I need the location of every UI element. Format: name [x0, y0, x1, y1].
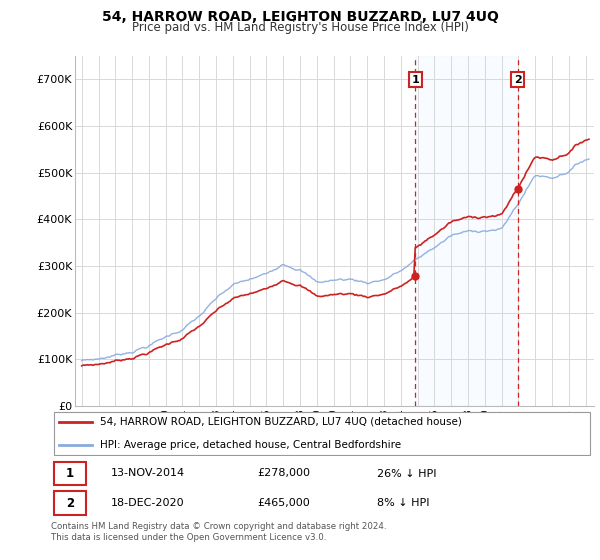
- Text: 2: 2: [66, 497, 74, 510]
- Text: 54, HARROW ROAD, LEIGHTON BUZZARD, LU7 4UQ: 54, HARROW ROAD, LEIGHTON BUZZARD, LU7 4…: [101, 10, 499, 24]
- Text: Contains HM Land Registry data © Crown copyright and database right 2024.
This d: Contains HM Land Registry data © Crown c…: [51, 522, 386, 542]
- Bar: [415, 56, 518, 406]
- Text: Price paid vs. HM Land Registry's House Price Index (HPI): Price paid vs. HM Land Registry's House …: [131, 21, 469, 34]
- Text: 26% ↓ HPI: 26% ↓ HPI: [377, 469, 436, 478]
- FancyBboxPatch shape: [54, 462, 86, 485]
- Text: £278,000: £278,000: [257, 469, 310, 478]
- Text: 13-NOV-2014: 13-NOV-2014: [111, 469, 185, 478]
- Text: 1: 1: [412, 74, 419, 85]
- Text: 8% ↓ HPI: 8% ↓ HPI: [377, 498, 430, 508]
- FancyBboxPatch shape: [54, 491, 86, 515]
- Text: HPI: Average price, detached house, Central Bedfordshire: HPI: Average price, detached house, Cent…: [100, 440, 401, 450]
- Text: 18-DEC-2020: 18-DEC-2020: [111, 498, 184, 508]
- FancyBboxPatch shape: [54, 412, 590, 455]
- Text: £465,000: £465,000: [257, 498, 310, 508]
- Text: 54, HARROW ROAD, LEIGHTON BUZZARD, LU7 4UQ (detached house): 54, HARROW ROAD, LEIGHTON BUZZARD, LU7 4…: [100, 417, 462, 427]
- Text: 1: 1: [66, 467, 74, 480]
- Text: 2: 2: [514, 74, 521, 85]
